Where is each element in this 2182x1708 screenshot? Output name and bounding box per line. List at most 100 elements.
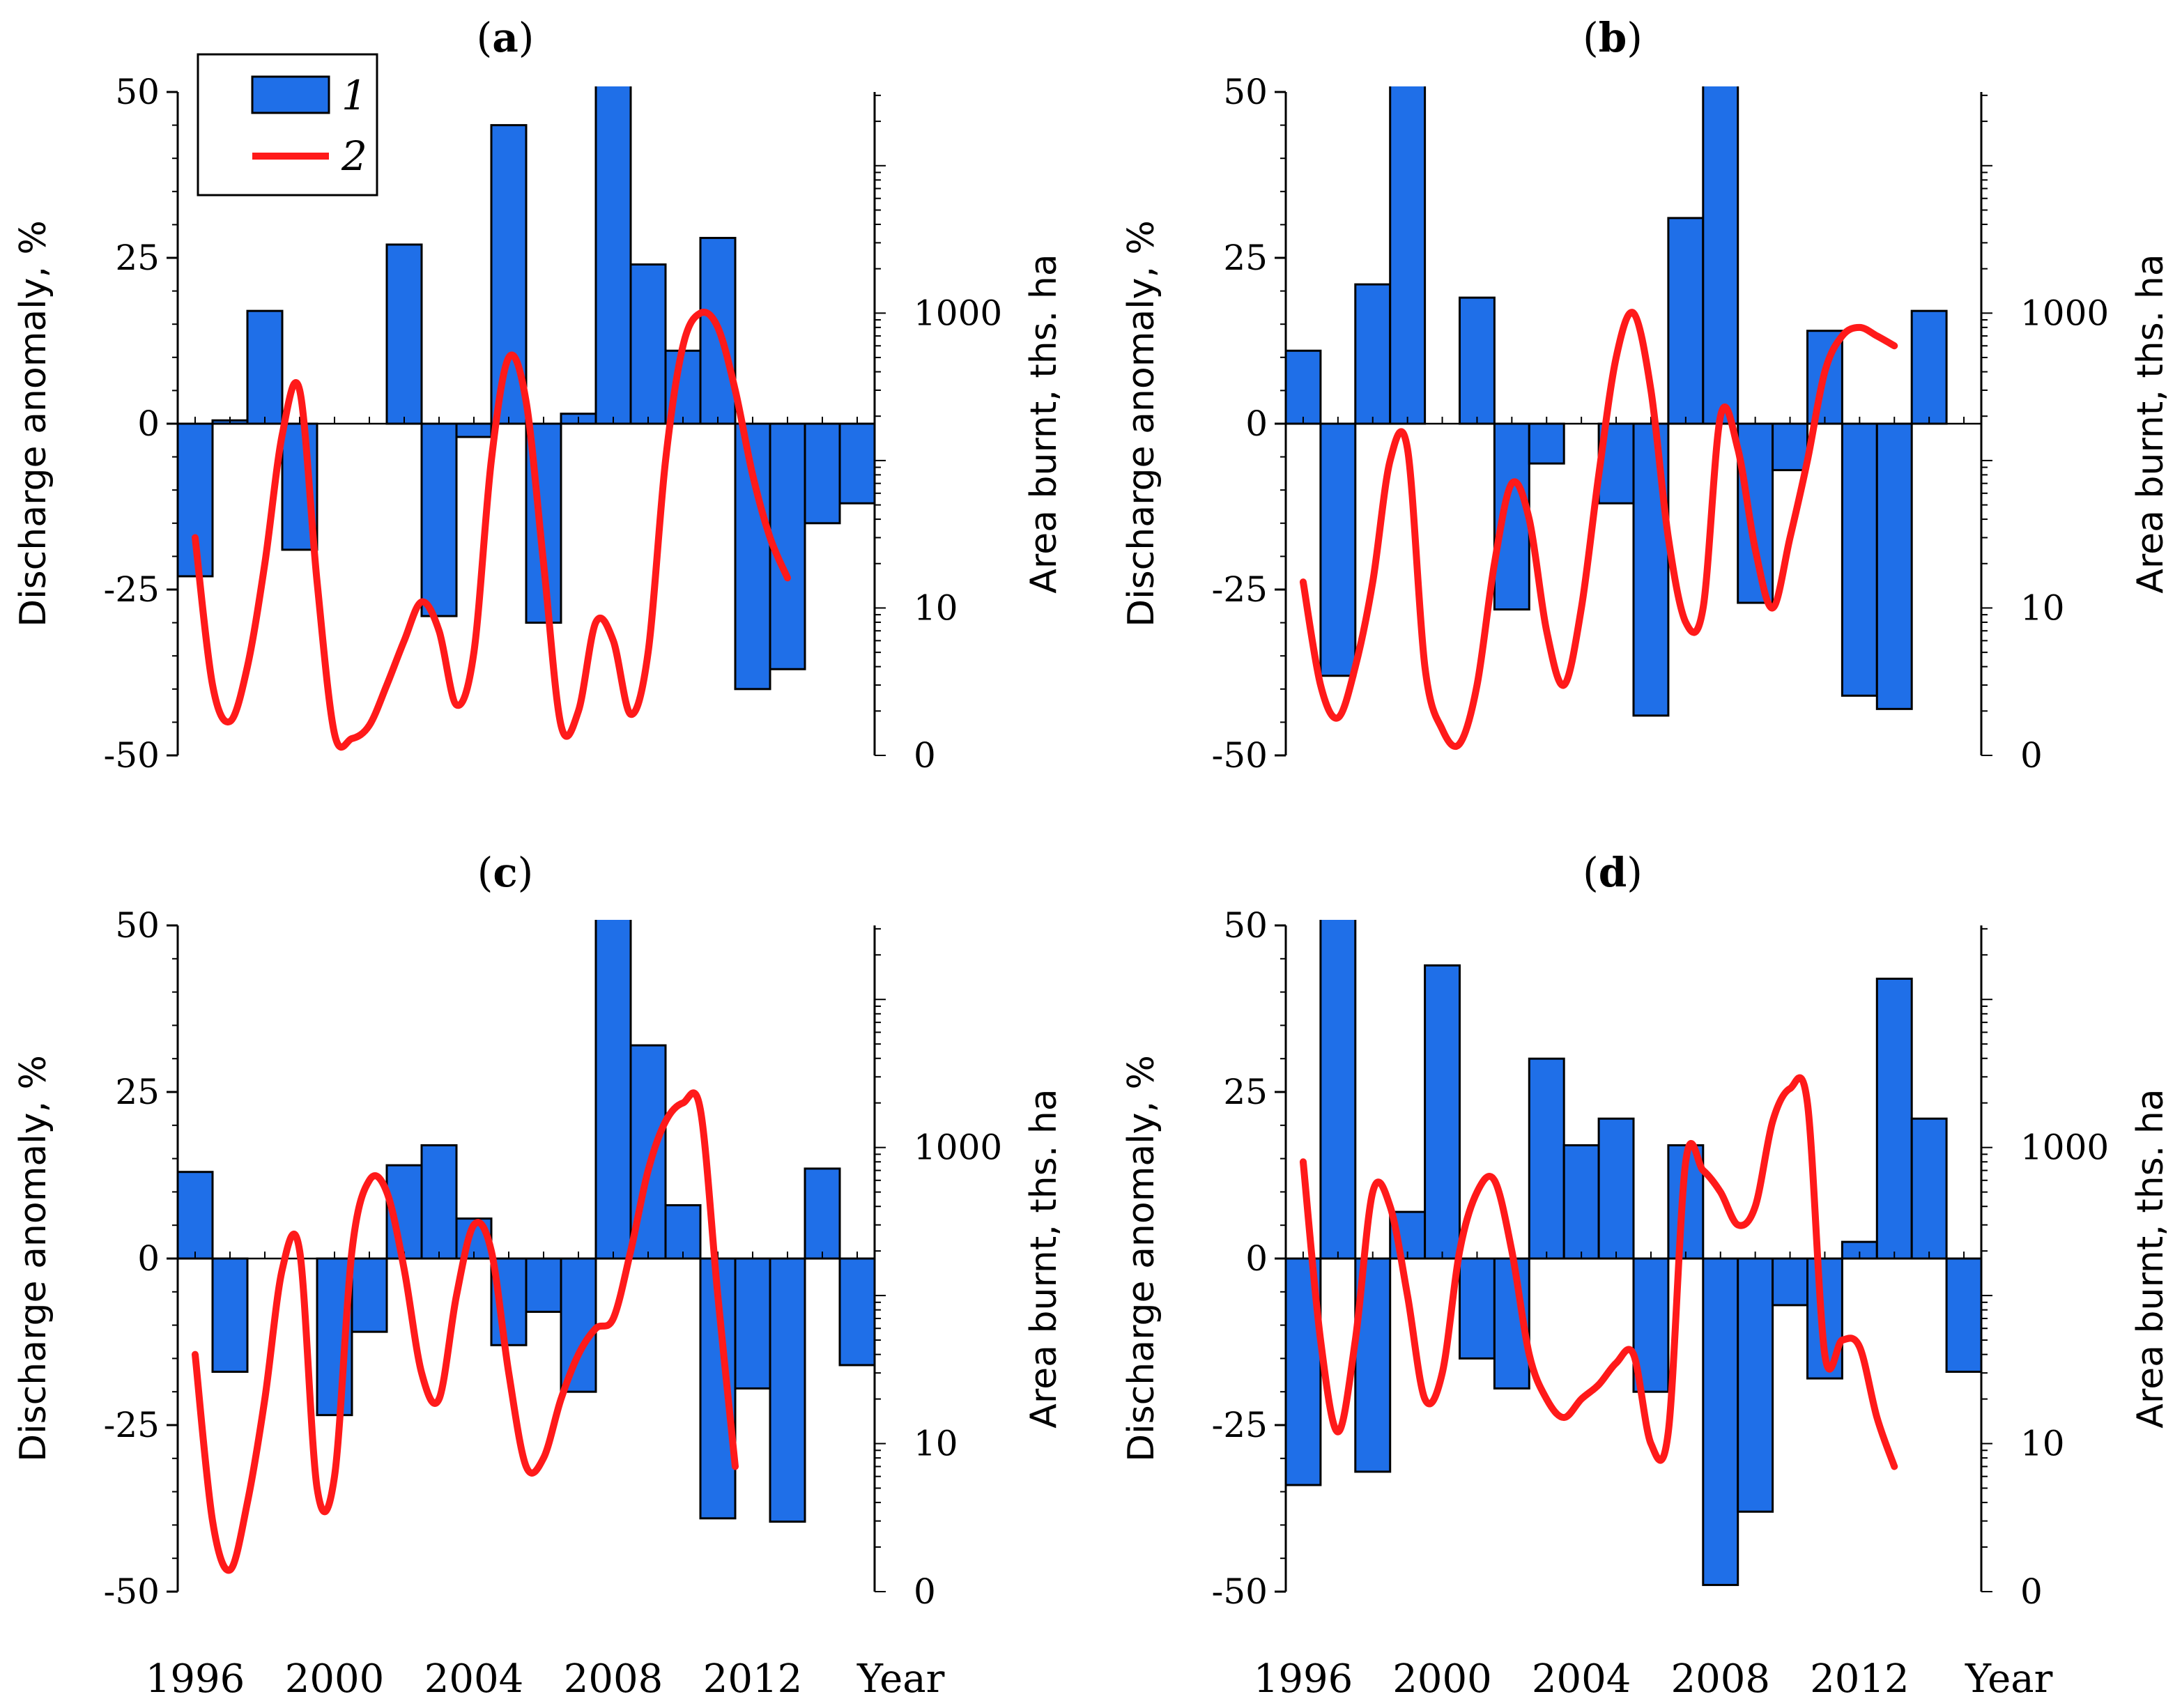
bar-2000 [1424,964,1461,1260]
x-tick-label: 2004 [1532,1656,1631,1702]
bar-series [1284,920,1983,1586]
right-tick-label: 1000 [914,293,1002,333]
left-tick-label: 50 [1223,72,1268,112]
right-tick-label: 0 [2020,1571,2043,1612]
bar-2008 [1702,1257,1739,1586]
bar-1998 [246,309,284,425]
bar-2014 [1910,309,1948,425]
right-tick-label: 1000 [2020,293,2109,333]
bar-2008 [594,920,632,1260]
x-tick-label: 2012 [703,1656,803,1702]
bar-1999 [1389,86,1427,425]
x-tick-label: 2004 [424,1656,524,1702]
bar-2002 [385,243,423,425]
left-tick-label: 25 [1223,238,1268,278]
legend-bar-label: 1 [341,72,367,119]
bar-series [1284,86,1948,717]
bar-1996 [176,1171,214,1260]
bar-2007 [1667,217,1705,425]
left-tick-label: -50 [103,1571,160,1612]
area-burnt-line [192,1089,739,1574]
bar-2015 [1945,1257,1983,1374]
right-axis-label: Area burnt, ths. ha [2130,254,2172,593]
bar-2001 [1459,1257,1496,1360]
bar-series [176,920,876,1523]
bar-2009 [1737,422,1774,604]
left-tick-label: -25 [103,1405,160,1445]
panel-title: (b) [1583,14,1643,61]
bar-1997 [1319,920,1357,1260]
left-tick-label: 50 [1223,905,1268,946]
bar-2003 [1528,1057,1565,1260]
right-axis-label: Area burnt, ths. ha [1023,1088,1065,1428]
bar-2003 [1528,422,1565,465]
bar-1998 [1354,283,1392,425]
right-tick-label: 1000 [2020,1128,2109,1168]
left-axis-label: Discharge anomaly, % [13,220,54,627]
left-axis-label: Discharge anomaly, % [1121,1055,1162,1462]
bar-2008 [1702,86,1739,425]
panel-d: -50 -25 0 25 50 Discharge anomaly, % 0 10 1000 Ar… [1121,849,2172,1702]
bar-2013 [1875,977,1913,1260]
left-tick-label: 25 [1223,1072,1268,1112]
bar-2015 [838,1257,876,1367]
panel-title: (c) [477,849,534,896]
panel-b: -50 -25 0 25 50 Discharge anomaly, % 0 10 1000 Ar… [1121,14,2172,776]
left-tick-label: -50 [1211,1571,1268,1612]
x-tick-label: 2000 [285,1656,385,1702]
x-tick-label: 2012 [1810,1656,1910,1702]
left-tick-label: 25 [115,238,160,278]
bar-2009 [629,263,667,425]
left-tick-label: 0 [1245,403,1268,444]
bar-2012 [1841,422,1878,697]
left-tick-label: 50 [115,72,160,112]
area-burnt-line [192,309,791,751]
bar-2014 [804,1167,841,1260]
right-axis-label: Area burnt, ths. ha [1023,254,1065,593]
x-tick-label: 2000 [1392,1656,1492,1702]
legend: 1 2 [197,53,378,197]
bar-2004 [455,422,493,438]
bar-2003 [420,1144,458,1260]
bar-2010 [1772,422,1809,472]
x-axis-title-top: Year [856,1656,945,1702]
bar-2003 [420,422,458,617]
x-tick-label: 1996 [1254,1656,1353,1702]
x-tick-label: 1996 [146,1656,245,1702]
left-tick-label: 25 [115,1072,160,1112]
bar-2010 [664,1204,702,1260]
left-tick-label: 0 [137,403,160,444]
right-tick-label: 10 [914,1424,958,1464]
x-tick-label: 2008 [564,1656,663,1702]
bar-2006 [525,1257,562,1313]
right-tick-label: 0 [2020,735,2043,776]
bar-2004 [1562,1144,1600,1260]
bar-2014 [1910,1117,1948,1260]
bar-1996 [1284,349,1322,425]
bar-2012 [734,1257,771,1390]
bar-2013 [1875,422,1913,710]
bar-2008 [594,86,632,425]
right-tick-label: 0 [914,1571,936,1612]
right-tick-label: 1000 [914,1128,1002,1168]
left-axis-label: Discharge anomaly, % [13,1055,54,1462]
x-tick-label: 2008 [1670,1656,1770,1702]
bar-2001 [1459,296,1496,425]
bar-1997 [1319,422,1357,677]
right-tick-label: 0 [914,735,936,776]
x-axis-title-right: Year [1965,1656,2053,1702]
panel-title: (d) [1583,849,1643,896]
right-tick-label: 10 [914,587,958,628]
bar-1997 [211,1257,249,1374]
bar-2001 [351,1257,388,1333]
bar-2010 [1772,1257,1809,1307]
left-axis-label: Discharge anomaly, % [1121,220,1162,627]
area-burnt-line [1299,309,1898,750]
legend-bar-swatch [251,75,330,114]
left-tick-label: 0 [137,1238,160,1279]
bar-2007 [560,1257,597,1393]
panel-title: (a) [477,14,535,61]
left-tick-label: 0 [1245,1238,1268,1279]
